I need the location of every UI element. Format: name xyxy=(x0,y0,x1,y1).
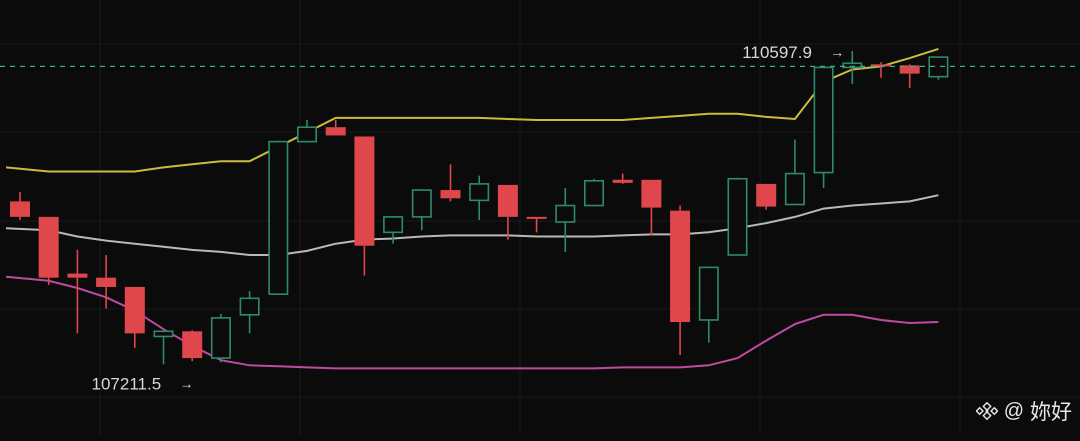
watermark: @ 妳好 xyxy=(975,396,1072,426)
candle-body xyxy=(96,277,117,287)
candle-body xyxy=(210,317,231,359)
candle-body xyxy=(354,136,375,246)
candle-body xyxy=(469,183,490,202)
candle-body xyxy=(899,65,920,74)
upper-band-line xyxy=(5,47,939,173)
candle xyxy=(756,183,777,210)
candle-body xyxy=(67,273,88,278)
candle-body xyxy=(756,183,777,207)
low-price-label: 107211.5 xyxy=(92,374,162,393)
candle xyxy=(383,216,404,244)
candle-body xyxy=(153,330,174,338)
candle xyxy=(526,216,547,233)
candle xyxy=(124,286,145,348)
candle-body xyxy=(440,190,461,199)
candle-body xyxy=(239,297,260,316)
high-price-arrow: → xyxy=(830,44,844,60)
candle xyxy=(871,62,891,78)
candle xyxy=(354,136,375,276)
candle xyxy=(296,119,317,143)
candle xyxy=(325,119,346,136)
candle xyxy=(10,192,30,220)
candle-body xyxy=(124,286,145,334)
candle xyxy=(96,255,117,309)
bollinger-bands xyxy=(5,47,939,370)
candle-body xyxy=(526,216,547,219)
candle xyxy=(67,249,88,334)
candle xyxy=(497,184,518,240)
candle-body xyxy=(842,62,863,69)
candle xyxy=(612,173,633,184)
low-price-arrow: → xyxy=(180,375,194,391)
candle-body xyxy=(38,216,59,278)
candle xyxy=(239,291,260,334)
candle xyxy=(440,164,461,202)
candle xyxy=(641,179,662,236)
candle xyxy=(411,189,432,231)
candle-body xyxy=(698,266,719,321)
candles xyxy=(10,51,949,365)
candle-body xyxy=(583,180,604,207)
candle-body xyxy=(641,179,662,208)
candle xyxy=(182,330,203,362)
watermark-at: @ xyxy=(1003,399,1024,422)
candle xyxy=(842,51,863,84)
candle-body xyxy=(612,179,633,183)
candle xyxy=(555,188,576,252)
candle-body xyxy=(411,189,432,218)
candle-body xyxy=(497,184,518,217)
candle-body xyxy=(10,201,30,217)
middle-band-line xyxy=(5,194,939,256)
candle xyxy=(268,140,289,295)
candle-body xyxy=(670,210,691,323)
candle-body xyxy=(813,66,834,174)
candle-body xyxy=(555,204,576,223)
candle-body xyxy=(325,127,346,136)
price-annotations: 110597.9 → 107211.5 → xyxy=(92,43,845,393)
candle-body xyxy=(727,177,748,256)
candle-body xyxy=(871,64,891,67)
binance-logo-icon xyxy=(975,401,998,421)
lower-band-line xyxy=(5,275,939,370)
candle xyxy=(727,177,748,256)
candle xyxy=(153,330,174,365)
candle xyxy=(670,205,691,355)
candle xyxy=(583,178,604,207)
candle-body xyxy=(296,126,317,143)
candle xyxy=(928,56,949,80)
candle xyxy=(469,175,490,220)
candle xyxy=(899,64,920,89)
candle-body xyxy=(784,172,805,206)
candle xyxy=(813,66,834,189)
candle-body xyxy=(383,216,404,234)
high-price-label: 110597.9 xyxy=(742,43,812,62)
candle xyxy=(784,139,805,206)
candle xyxy=(698,266,719,343)
watermark-name: 妳好 xyxy=(1030,401,1072,424)
candle xyxy=(210,313,231,363)
candle-body xyxy=(268,140,289,295)
candle xyxy=(38,216,59,285)
candle-body xyxy=(928,56,949,78)
candle-body xyxy=(182,331,203,359)
